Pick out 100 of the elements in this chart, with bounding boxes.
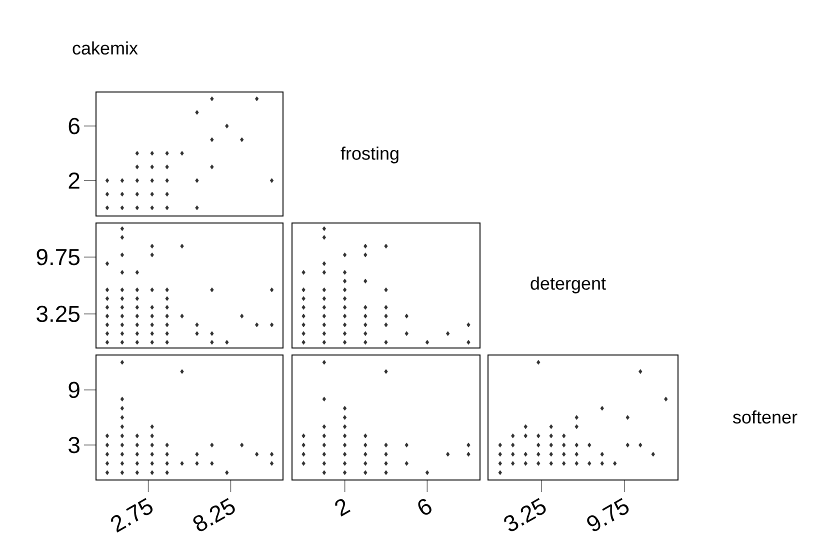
point — [165, 296, 169, 301]
point — [120, 442, 124, 448]
point — [342, 304, 347, 310]
point — [364, 322, 368, 328]
point — [466, 340, 470, 345]
x-tick-label: 9.75 — [587, 498, 629, 532]
point — [225, 470, 229, 476]
point — [150, 452, 154, 457]
point — [342, 270, 347, 275]
point — [195, 322, 199, 328]
point — [120, 396, 124, 402]
point — [150, 470, 154, 476]
point — [446, 452, 450, 457]
point — [549, 461, 553, 466]
point — [120, 304, 124, 310]
point — [150, 322, 154, 328]
point — [195, 452, 199, 457]
point — [524, 461, 528, 466]
point — [664, 396, 668, 402]
point — [150, 314, 154, 318]
point — [165, 322, 169, 328]
point — [165, 340, 169, 345]
point — [210, 137, 214, 142]
point — [549, 452, 553, 457]
point — [135, 461, 139, 466]
point — [150, 304, 154, 310]
point — [498, 461, 502, 466]
point — [120, 252, 124, 258]
point — [302, 296, 306, 301]
point — [135, 331, 139, 336]
point — [600, 452, 604, 457]
point — [240, 137, 244, 142]
point — [105, 261, 110, 266]
point — [165, 205, 169, 210]
point — [135, 296, 139, 301]
x-tick-label: 3.25 — [504, 498, 546, 532]
point — [651, 452, 655, 457]
point — [364, 244, 368, 249]
point — [165, 164, 169, 170]
point — [498, 442, 502, 448]
y-tick-label: 6 — [68, 118, 80, 134]
point — [210, 96, 214, 102]
y-tick-label: 9.75 — [36, 248, 80, 266]
point — [384, 244, 388, 249]
point — [342, 331, 347, 336]
point — [120, 192, 124, 197]
point — [120, 452, 124, 457]
point — [404, 331, 408, 336]
point — [254, 452, 259, 457]
point — [105, 205, 110, 210]
point — [364, 314, 368, 318]
point — [180, 314, 184, 318]
point — [322, 226, 326, 232]
point — [322, 314, 326, 318]
point — [638, 442, 642, 448]
point — [364, 442, 368, 448]
point — [322, 235, 326, 240]
point — [165, 304, 169, 310]
point — [302, 304, 306, 310]
point — [404, 314, 408, 318]
point — [364, 278, 368, 284]
point — [342, 340, 347, 345]
point — [135, 452, 139, 457]
point — [150, 252, 154, 258]
point — [270, 178, 274, 183]
point — [364, 252, 368, 258]
point — [195, 178, 199, 183]
point — [302, 314, 306, 318]
point — [150, 340, 154, 345]
point — [302, 442, 306, 448]
point — [549, 424, 553, 430]
point — [562, 433, 566, 438]
point — [105, 461, 110, 466]
text: softener — [732, 410, 798, 424]
point — [574, 424, 578, 430]
point — [549, 433, 553, 438]
point — [105, 287, 110, 292]
point — [105, 192, 110, 197]
point — [135, 340, 139, 345]
point — [342, 406, 347, 411]
point — [210, 442, 214, 448]
point — [210, 461, 214, 466]
point — [150, 461, 154, 466]
y-tick-label: 9 — [68, 382, 80, 398]
point — [165, 314, 169, 318]
point — [120, 424, 124, 430]
point — [150, 205, 154, 210]
point — [384, 304, 388, 310]
y-tick-label: 3.25 — [36, 306, 80, 322]
point — [225, 340, 229, 345]
point — [342, 314, 347, 318]
x-tick-label: 2.75 — [111, 498, 153, 533]
point — [302, 322, 306, 328]
point — [322, 304, 326, 310]
point — [524, 452, 528, 457]
point — [342, 278, 347, 284]
point — [302, 270, 306, 275]
point — [150, 433, 154, 438]
point — [524, 424, 528, 430]
point — [342, 461, 347, 466]
